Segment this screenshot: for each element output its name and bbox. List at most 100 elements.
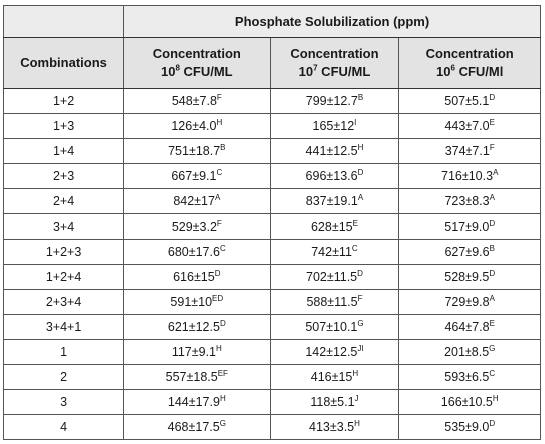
value-cell: 680±17.6C (123, 238, 271, 265)
significance-letter: C (351, 243, 358, 253)
mean-sd-value: 443±7.0 (444, 119, 490, 134)
significance-letter: H (352, 368, 359, 378)
value-cell: 165±12I (269, 113, 400, 140)
title-row: Phosphate Solubilization (ppm) (2, 5, 541, 38)
table-row: 2+3 667±9.1C 696±13.6D 716±10.3A (2, 163, 541, 190)
value-cell: 443±7.0E (398, 113, 541, 140)
mean-sd-value: 837±19.1 (305, 194, 358, 209)
mean-sd-value: 548±7.8 (171, 94, 217, 109)
value-cell: 416±15H (269, 364, 400, 391)
combination-cell: 2+3 (2, 163, 125, 190)
mean-sd-value: 507±10.1 (305, 319, 358, 334)
significance-letter: H (219, 394, 226, 404)
significance-letter: G (489, 343, 496, 353)
combination-cell: 1+4 (2, 138, 125, 165)
table-row: 1+2+4 616±15D 702±11.5D 528±9.5D (2, 263, 541, 290)
mean-sd-value: 117±9.1 (171, 344, 216, 359)
significance-letter: EF (217, 368, 228, 378)
value-cell: 837±19.1A (269, 188, 400, 215)
header-label: Concentration (425, 46, 514, 61)
table-row: 3 144±17.9H 118±5.1J 166±10.5H (2, 389, 541, 416)
mean-sd-value: 842±17 (173, 194, 215, 209)
mean-sd-value: 142±12.5 (305, 344, 358, 359)
mean-sd-value: 616±15 (173, 269, 215, 284)
table-row: 1+2 548±7.8F 799±12.7B 507±5.1D (2, 87, 541, 115)
value-cell: 588±11.5F (269, 288, 400, 315)
header-combinations: Combinations (2, 37, 125, 89)
header-conc-1e6: Concentration 106 CFU/Ml (398, 37, 541, 89)
mean-sd-value: 723±8.3 (444, 194, 490, 209)
significance-letter: A (489, 293, 495, 303)
significance-letter: F (489, 143, 495, 153)
value-cell: 799±12.7B (269, 87, 400, 115)
combination-cell: 3+4 (2, 213, 125, 240)
table-row: 4 468±17.5G 413±3.5H 535±9.0D (2, 414, 541, 441)
significance-letter: E (489, 318, 495, 328)
table-row: 3+4+1 621±12.5D 507±10.1G 464±7.8E (2, 313, 541, 340)
value-cell: 723±8.3A (398, 188, 541, 215)
significance-letter: D (219, 318, 226, 328)
significance-letter: A (489, 193, 495, 203)
value-cell: 464±7.8E (398, 313, 541, 340)
mean-sd-value: 593±6.5 (444, 370, 490, 385)
mean-sd-value: 165±12 (312, 119, 355, 134)
significance-letter: A (357, 193, 364, 203)
significance-letter: H (354, 419, 360, 429)
combination-cell: 1+2 (2, 87, 125, 115)
significance-letter: D (357, 168, 364, 178)
value-cell: 616±15D (123, 263, 271, 290)
header-base: 10 (436, 64, 451, 79)
significance-letter: C (216, 168, 223, 178)
value-cell: 751±18.7B (123, 138, 271, 165)
value-cell: 507±10.1G (269, 313, 400, 340)
header-label: Combinations (20, 55, 107, 70)
value-cell: 593±6.5C (398, 364, 541, 391)
value-cell: 201±8.5G (398, 338, 541, 366)
value-cell: 702±11.5D (269, 263, 400, 290)
header-unit: CFU/ML (317, 64, 371, 79)
table-row: 1+2+3 680±17.6C 742±11C 627±9.6B (2, 238, 541, 265)
mean-sd-value: 716±10.3 (441, 169, 494, 184)
header-exponent: 8 (175, 63, 180, 73)
table-row: 1 117±9.1H 142±12.5JI 201±8.5G (2, 338, 541, 366)
table-row: 3+4 529±3.2F 628±15E 517±9.0D (2, 213, 541, 240)
significance-letter: H (492, 394, 499, 404)
value-cell: 696±13.6D (269, 163, 400, 190)
mean-sd-value: 413±3.5 (309, 420, 355, 435)
value-cell: 667±9.1C (123, 163, 271, 190)
value-cell: 591±10ED (123, 288, 271, 315)
significance-letter: D (489, 92, 496, 102)
value-cell: 621±12.5D (123, 313, 271, 340)
significance-letter: D (489, 268, 496, 278)
combination-cell: 1 (2, 338, 125, 366)
significance-letter: B (357, 92, 364, 102)
mean-sd-value: 441±12.5 (305, 144, 358, 159)
mean-sd-value: 557±18.5 (165, 370, 218, 385)
mean-sd-value: 144±17.9 (167, 395, 220, 410)
table-row: 2+3+4 591±10ED 588±11.5F 729±9.8A (2, 288, 541, 315)
mean-sd-value: 374±7.1 (444, 144, 490, 159)
mean-sd-value: 464±7.8 (444, 319, 490, 334)
phosphate-table: Phosphate Solubilization (ppm) Combinati… (2, 5, 541, 441)
significance-letter: G (357, 318, 364, 328)
significance-letter: F (216, 218, 222, 228)
mean-sd-value: 126±4.0 (171, 119, 217, 134)
table-row: 2+4 842±17A 837±19.1A 723±8.3A (2, 188, 541, 215)
value-cell: 628±15E (269, 213, 400, 240)
combination-cell: 2 (2, 364, 125, 391)
significance-letter: I (354, 117, 357, 127)
combination-cell: 2+3+4 (2, 288, 125, 315)
significance-letter: JI (357, 343, 364, 353)
header-unit: CFU/ML (179, 64, 233, 79)
mean-sd-value: 702±11.5 (306, 269, 358, 284)
header-conc-1e7: Concentration 107 CFU/ML (269, 37, 400, 89)
mean-sd-value: 588±11.5 (306, 294, 358, 309)
combination-cell: 1+3 (2, 113, 125, 140)
significance-letter: F (357, 293, 363, 303)
value-cell: 142±12.5JI (269, 338, 400, 366)
value-cell: 548±7.8F (123, 87, 271, 115)
value-cell: 557±18.5EF (123, 364, 271, 391)
value-cell: 529±3.2F (123, 213, 271, 240)
table-body: 1+2 548±7.8F 799±12.7B 507±5.1D 1+3 126±4.0H 1… (2, 87, 541, 441)
header-exponent: 6 (450, 63, 455, 73)
